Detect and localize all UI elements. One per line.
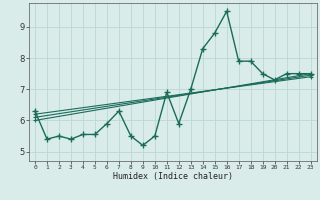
X-axis label: Humidex (Indice chaleur): Humidex (Indice chaleur) bbox=[113, 172, 233, 181]
